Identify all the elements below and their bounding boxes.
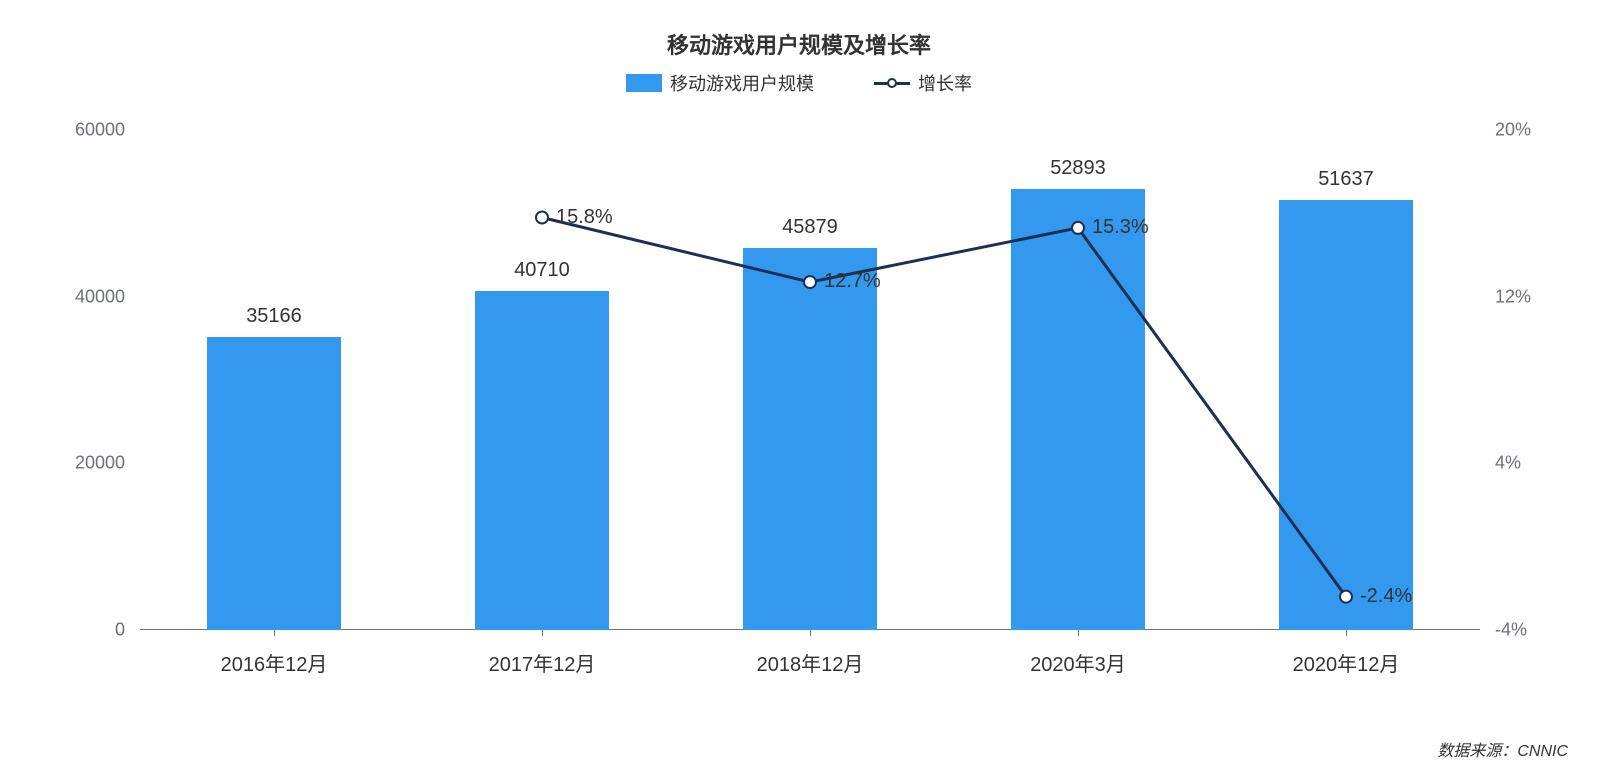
y-left-tick-label: 0 [115,620,125,641]
line-marker [1340,591,1352,603]
x-tick-mark [542,630,543,636]
y-right-tick-label: 4% [1495,453,1521,474]
growth-line [542,218,1346,597]
x-tick-label: 2017年12月 [489,648,596,677]
legend-item-line: 增长率 [874,70,972,96]
x-tick-label: 2016年12月 [221,648,328,677]
y-right-tick-label: 12% [1495,286,1531,307]
y-right-tick-label: 20% [1495,120,1531,141]
x-tick-label: 2020年12月 [1293,648,1400,677]
line-series [140,130,1480,630]
line-value-label: 12.7% [824,270,881,293]
legend-swatch-line [874,74,910,92]
x-tick-mark [810,630,811,636]
line-marker [1072,222,1084,234]
legend-label-line: 增长率 [918,70,972,96]
x-tick-label: 2020年3月 [1030,648,1126,677]
chart-title: 移动游戏用户规模及增长率 [0,28,1598,60]
x-tick-mark [1346,630,1347,636]
line-marker [804,276,816,288]
y-left-tick-label: 60000 [75,120,125,141]
legend-item-bar: 移动游戏用户规模 [626,70,814,96]
y-left-tick-label: 40000 [75,286,125,307]
data-source: 数据来源：CNNIC [1437,737,1568,761]
legend-swatch-bar [626,74,662,92]
line-value-label: 15.8% [556,206,613,229]
y-left-tick-label: 20000 [75,453,125,474]
x-tick-mark [274,630,275,636]
x-tick-label: 2018年12月 [757,648,864,677]
legend: 移动游戏用户规模 增长率 [0,70,1598,96]
x-tick-mark [1078,630,1079,636]
line-value-label: 15.3% [1092,216,1149,239]
line-marker [536,212,548,224]
line-value-label: -2.4% [1360,585,1412,608]
plot-area: 0200004000060000-4%4%12%20%351662016年12月… [140,130,1480,630]
legend-label-bar: 移动游戏用户规模 [670,70,814,96]
y-right-tick-label: -4% [1495,620,1527,641]
